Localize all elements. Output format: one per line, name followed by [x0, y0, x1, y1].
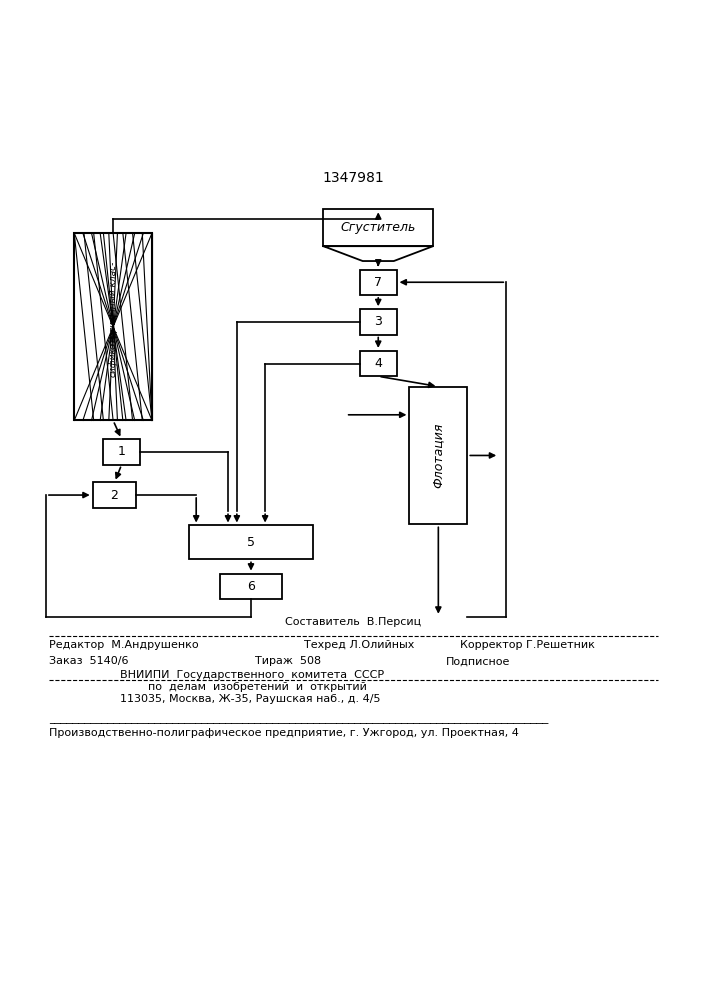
- Bar: [360, 309, 397, 335]
- Text: Тираж  508: Тираж 508: [255, 656, 321, 666]
- Bar: [409, 387, 467, 524]
- Text: Флотация: Флотация: [432, 423, 445, 488]
- Text: Техред Л.Олийных: Техред Л.Олийных: [304, 640, 414, 650]
- Text: 3: 3: [374, 315, 382, 328]
- Text: 113035, Москва, Ж-35, Раушская наб., д. 4/5: 113035, Москва, Ж-35, Раушская наб., д. …: [120, 694, 380, 704]
- Text: Заказ  5140/6: Заказ 5140/6: [49, 656, 129, 666]
- Text: 1: 1: [117, 445, 126, 458]
- Text: отмывочный клас-: отмывочный клас-: [109, 262, 117, 349]
- Text: 4: 4: [374, 357, 382, 370]
- Text: Производственно-полиграфическое предприятие, г. Ужгород, ул. Проектная, 4: Производственно-полиграфическое предприя…: [49, 728, 520, 738]
- Text: Сгуститель: Сгуститель: [341, 221, 416, 234]
- Text: 2: 2: [110, 489, 119, 502]
- Text: 5: 5: [247, 536, 255, 549]
- Text: Подписное: Подписное: [445, 656, 510, 666]
- Text: Корректор Г.Решетник: Корректор Г.Решетник: [460, 640, 595, 650]
- Bar: [93, 482, 136, 508]
- Bar: [360, 270, 397, 295]
- Text: ────────────────────────────────────────────────────────────────────────────────: ────────────────────────────────────────…: [49, 719, 549, 729]
- Text: 6: 6: [247, 580, 255, 593]
- Bar: [189, 525, 312, 559]
- Polygon shape: [324, 246, 433, 261]
- Text: Составитель  В.Персиц: Составитель В.Персиц: [286, 617, 421, 627]
- Bar: [360, 351, 397, 376]
- Bar: [74, 233, 152, 420]
- Text: Редактор  М.Андрушенко: Редактор М.Андрушенко: [49, 640, 199, 650]
- Bar: [220, 574, 282, 599]
- Bar: [103, 439, 140, 465]
- Text: по  делам  изобретений  и  открытий: по делам изобретений и открытий: [148, 682, 368, 692]
- Text: ВНИИПИ  Государственного  комитета  СССР: ВНИИПИ Государственного комитета СССР: [120, 670, 385, 680]
- Text: 7: 7: [374, 276, 382, 289]
- Bar: [324, 209, 433, 246]
- Text: 1347981: 1347981: [322, 171, 385, 185]
- Text: сификатор: сификатор: [109, 326, 117, 377]
